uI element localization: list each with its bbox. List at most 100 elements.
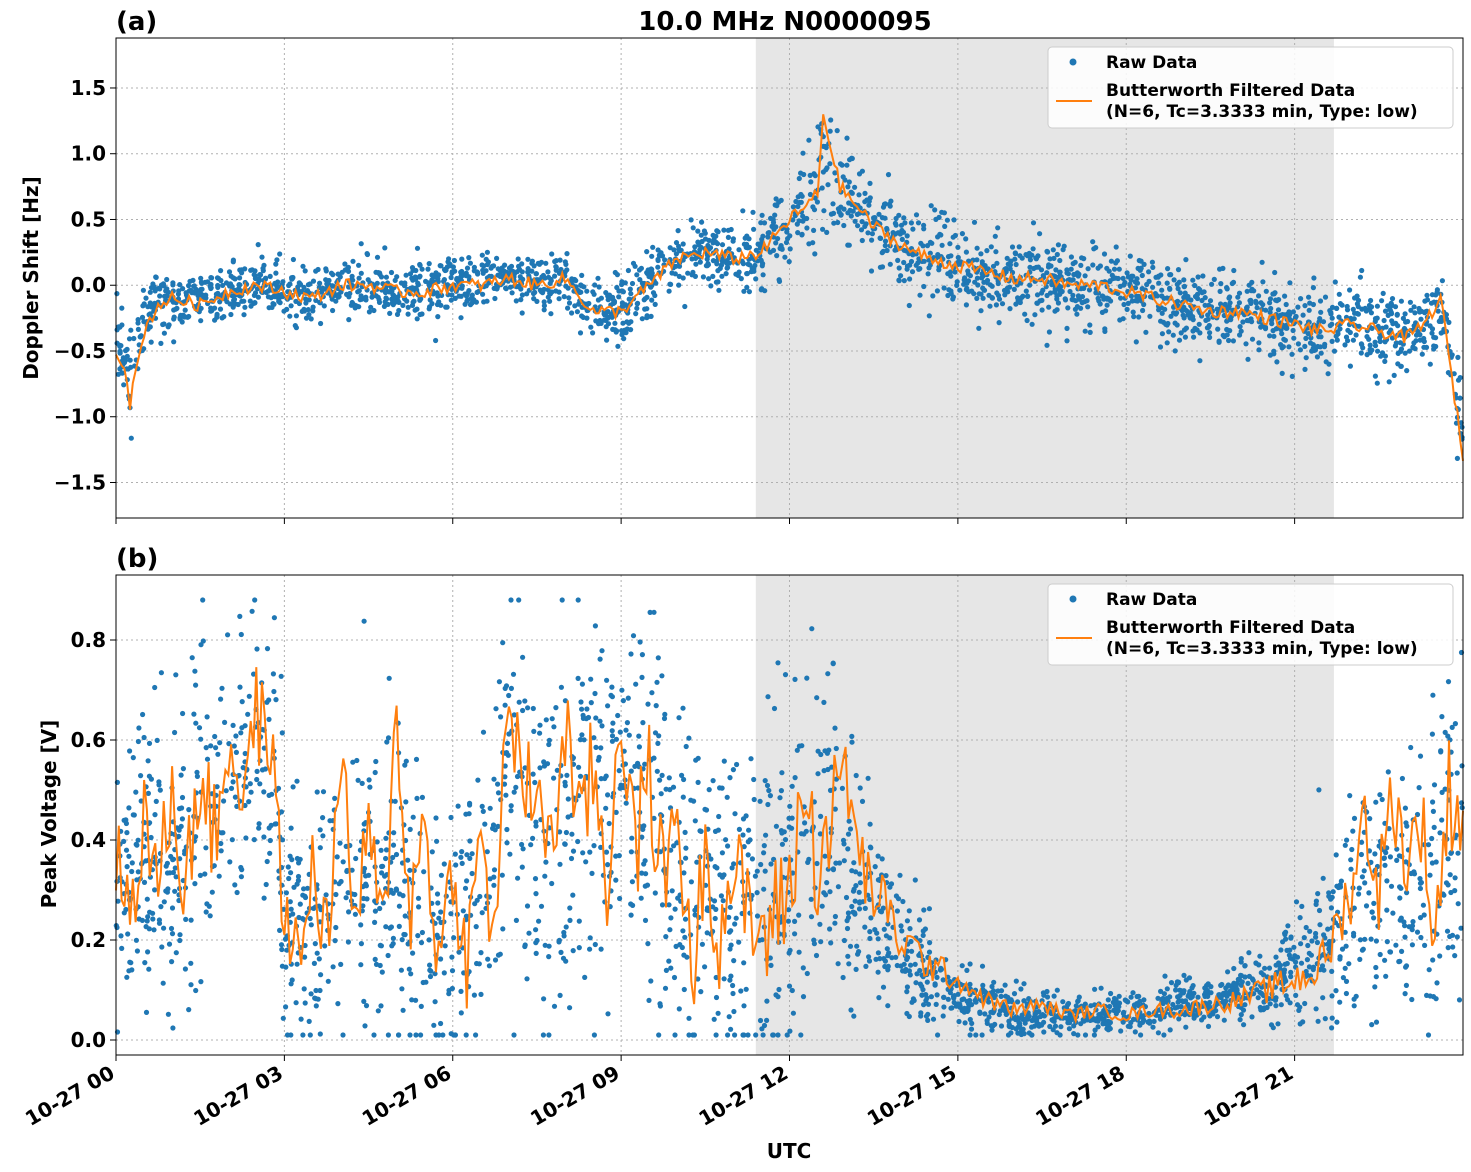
raw-data-point <box>676 715 682 721</box>
raw-data-point <box>284 947 290 953</box>
raw-data-point <box>197 872 203 879</box>
raw-data-point <box>783 239 790 246</box>
raw-data-point <box>484 849 490 855</box>
raw-data-point <box>378 274 385 280</box>
raw-data-point <box>1291 335 1297 341</box>
raw-data-point <box>634 301 640 307</box>
raw-data-point <box>590 330 596 336</box>
raw-data-point <box>583 859 589 865</box>
raw-data-point <box>1194 327 1200 333</box>
raw-data-point <box>800 965 806 971</box>
raw-data-point <box>568 855 575 862</box>
raw-data-point <box>927 940 933 946</box>
raw-data-point <box>1321 344 1328 350</box>
raw-data-point <box>845 184 851 190</box>
raw-data-point <box>283 1004 289 1010</box>
raw-data-point <box>1418 934 1424 941</box>
raw-data-point <box>862 190 868 196</box>
raw-data-point <box>1329 1015 1335 1021</box>
raw-data-point <box>549 880 555 887</box>
raw-data-point <box>237 275 243 281</box>
raw-data-point <box>526 930 532 936</box>
raw-data-point <box>645 267 651 273</box>
raw-data-point <box>1201 289 1207 295</box>
raw-data-point <box>1347 363 1353 369</box>
legend-filtered-params: (N=6, Tc=3.3333 min, Type: low) <box>1106 102 1418 122</box>
raw-data-point <box>502 685 508 692</box>
raw-data-point <box>1459 763 1465 769</box>
raw-data-point <box>383 924 389 930</box>
raw-data-point <box>1459 424 1465 430</box>
raw-data-point <box>679 772 685 779</box>
raw-data-point <box>313 268 319 274</box>
raw-data-point <box>1171 310 1177 316</box>
raw-data-point <box>260 265 266 271</box>
raw-data-point <box>1431 346 1437 352</box>
raw-data-point <box>469 870 475 877</box>
raw-data-point <box>639 280 646 286</box>
raw-data-point <box>1159 310 1165 316</box>
raw-data-point <box>176 288 182 294</box>
raw-data-point <box>1387 949 1394 955</box>
raw-data-point <box>1318 350 1324 356</box>
raw-data-point <box>328 270 335 276</box>
raw-data-point <box>321 303 327 309</box>
raw-data-point <box>385 952 391 959</box>
raw-data-point <box>477 893 483 900</box>
raw-data-point <box>744 233 750 239</box>
raw-data-point <box>140 287 146 293</box>
raw-data-point <box>377 905 383 912</box>
raw-data-point <box>310 304 316 310</box>
raw-data-point <box>732 811 738 817</box>
raw-data-point <box>962 275 968 281</box>
raw-data-point <box>787 233 793 239</box>
raw-data-point <box>236 285 242 291</box>
raw-data-point <box>894 908 901 914</box>
raw-data-point <box>374 280 380 286</box>
raw-data-point <box>1440 329 1446 335</box>
raw-data-point <box>1088 1003 1094 1009</box>
raw-data-point <box>436 1032 442 1038</box>
raw-data-point <box>670 784 677 790</box>
raw-data-point <box>846 961 852 967</box>
raw-data-point <box>979 275 985 281</box>
raw-data-point <box>135 320 141 326</box>
raw-data-point <box>851 1013 857 1019</box>
raw-data-point <box>815 771 821 777</box>
raw-data-point <box>609 312 615 318</box>
raw-data-point <box>1328 905 1334 911</box>
raw-data-point <box>808 914 815 920</box>
raw-data-point <box>604 677 610 683</box>
raw-data-point <box>1100 1017 1106 1023</box>
raw-data-point <box>453 862 459 868</box>
raw-data-point <box>561 294 567 300</box>
raw-data-point <box>314 789 320 795</box>
raw-data-point <box>257 781 263 787</box>
raw-data-point <box>198 642 204 648</box>
raw-data-point <box>649 270 655 276</box>
raw-data-point <box>743 986 749 992</box>
raw-data-point <box>518 297 524 303</box>
raw-data-point <box>1161 991 1167 997</box>
raw-data-point <box>1085 304 1091 310</box>
raw-data-point <box>698 232 704 238</box>
raw-data-point <box>458 269 464 275</box>
raw-data-point <box>857 900 863 906</box>
raw-data-point <box>605 1011 611 1017</box>
raw-data-point <box>950 993 957 1000</box>
raw-data-point <box>579 732 585 738</box>
raw-data-point <box>144 896 150 902</box>
raw-data-point <box>1102 326 1108 332</box>
raw-data-point <box>896 212 902 218</box>
raw-data-point <box>1171 277 1177 283</box>
raw-data-point <box>977 1009 983 1015</box>
raw-data-point <box>721 227 727 233</box>
raw-data-point <box>438 919 444 926</box>
raw-data-point <box>976 325 982 331</box>
raw-data-point <box>1105 997 1111 1003</box>
raw-data-point <box>810 204 816 210</box>
raw-data-point <box>1345 327 1351 333</box>
raw-data-point <box>639 870 645 876</box>
raw-data-point <box>431 1022 437 1028</box>
raw-data-point <box>856 192 862 198</box>
